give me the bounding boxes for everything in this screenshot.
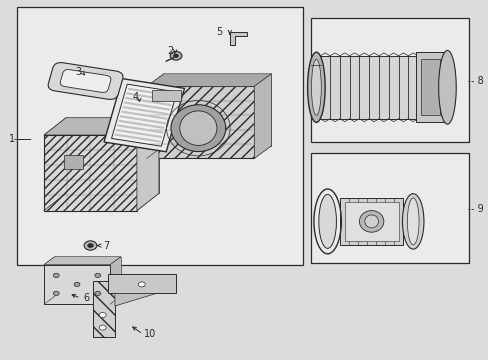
Bar: [151, 90, 181, 101]
FancyBboxPatch shape: [116, 129, 162, 138]
Ellipse shape: [359, 211, 383, 232]
Polygon shape: [44, 118, 159, 135]
FancyBboxPatch shape: [126, 92, 172, 102]
Bar: [344, 202, 398, 241]
FancyBboxPatch shape: [111, 84, 177, 146]
FancyBboxPatch shape: [120, 115, 166, 125]
Text: 3: 3: [76, 67, 82, 77]
Text: - 9: - 9: [470, 204, 483, 214]
Ellipse shape: [95, 291, 101, 296]
Polygon shape: [66, 118, 159, 193]
FancyBboxPatch shape: [60, 69, 111, 93]
Polygon shape: [115, 293, 156, 306]
Ellipse shape: [138, 282, 145, 287]
Ellipse shape: [402, 194, 423, 249]
Ellipse shape: [99, 312, 106, 318]
Polygon shape: [44, 135, 137, 211]
FancyBboxPatch shape: [48, 63, 123, 99]
Polygon shape: [44, 257, 121, 265]
Text: 7: 7: [102, 240, 109, 251]
FancyBboxPatch shape: [114, 134, 161, 143]
Polygon shape: [93, 281, 115, 337]
Bar: [17, 7, 303, 265]
Polygon shape: [146, 86, 254, 158]
Polygon shape: [254, 74, 271, 158]
Polygon shape: [229, 32, 246, 45]
Bar: [310, 18, 468, 142]
Text: - 8: - 8: [470, 76, 483, 86]
Polygon shape: [137, 118, 159, 211]
Bar: [420, 59, 439, 115]
Polygon shape: [107, 274, 176, 293]
Ellipse shape: [53, 273, 59, 278]
Ellipse shape: [53, 291, 59, 296]
Bar: [320, 56, 417, 119]
Bar: [63, 155, 83, 169]
Ellipse shape: [407, 198, 418, 245]
Polygon shape: [44, 265, 110, 304]
Ellipse shape: [99, 325, 106, 330]
FancyBboxPatch shape: [122, 106, 168, 115]
Ellipse shape: [180, 111, 217, 145]
Ellipse shape: [95, 273, 101, 278]
Ellipse shape: [84, 241, 97, 250]
Ellipse shape: [87, 243, 93, 248]
Text: 5: 5: [216, 27, 223, 37]
Ellipse shape: [170, 51, 182, 60]
Bar: [339, 198, 403, 245]
FancyBboxPatch shape: [127, 88, 174, 97]
Ellipse shape: [318, 194, 336, 248]
Ellipse shape: [438, 50, 455, 124]
FancyBboxPatch shape: [123, 102, 170, 111]
FancyBboxPatch shape: [117, 124, 163, 134]
FancyBboxPatch shape: [104, 78, 184, 152]
Text: 2: 2: [167, 46, 174, 56]
Text: 1-: 1-: [9, 134, 19, 144]
Ellipse shape: [173, 54, 178, 58]
Ellipse shape: [74, 282, 80, 287]
Text: 10: 10: [144, 329, 156, 339]
Polygon shape: [55, 257, 121, 296]
Text: 6: 6: [83, 293, 89, 303]
Polygon shape: [415, 52, 447, 122]
FancyBboxPatch shape: [121, 111, 167, 120]
FancyBboxPatch shape: [118, 120, 164, 129]
Ellipse shape: [311, 59, 321, 115]
Text: 4: 4: [133, 92, 139, 102]
Ellipse shape: [307, 52, 325, 122]
Ellipse shape: [171, 105, 225, 152]
Bar: [310, 153, 468, 263]
Polygon shape: [163, 74, 271, 146]
FancyBboxPatch shape: [125, 97, 171, 106]
Polygon shape: [146, 74, 271, 86]
Ellipse shape: [364, 215, 378, 228]
